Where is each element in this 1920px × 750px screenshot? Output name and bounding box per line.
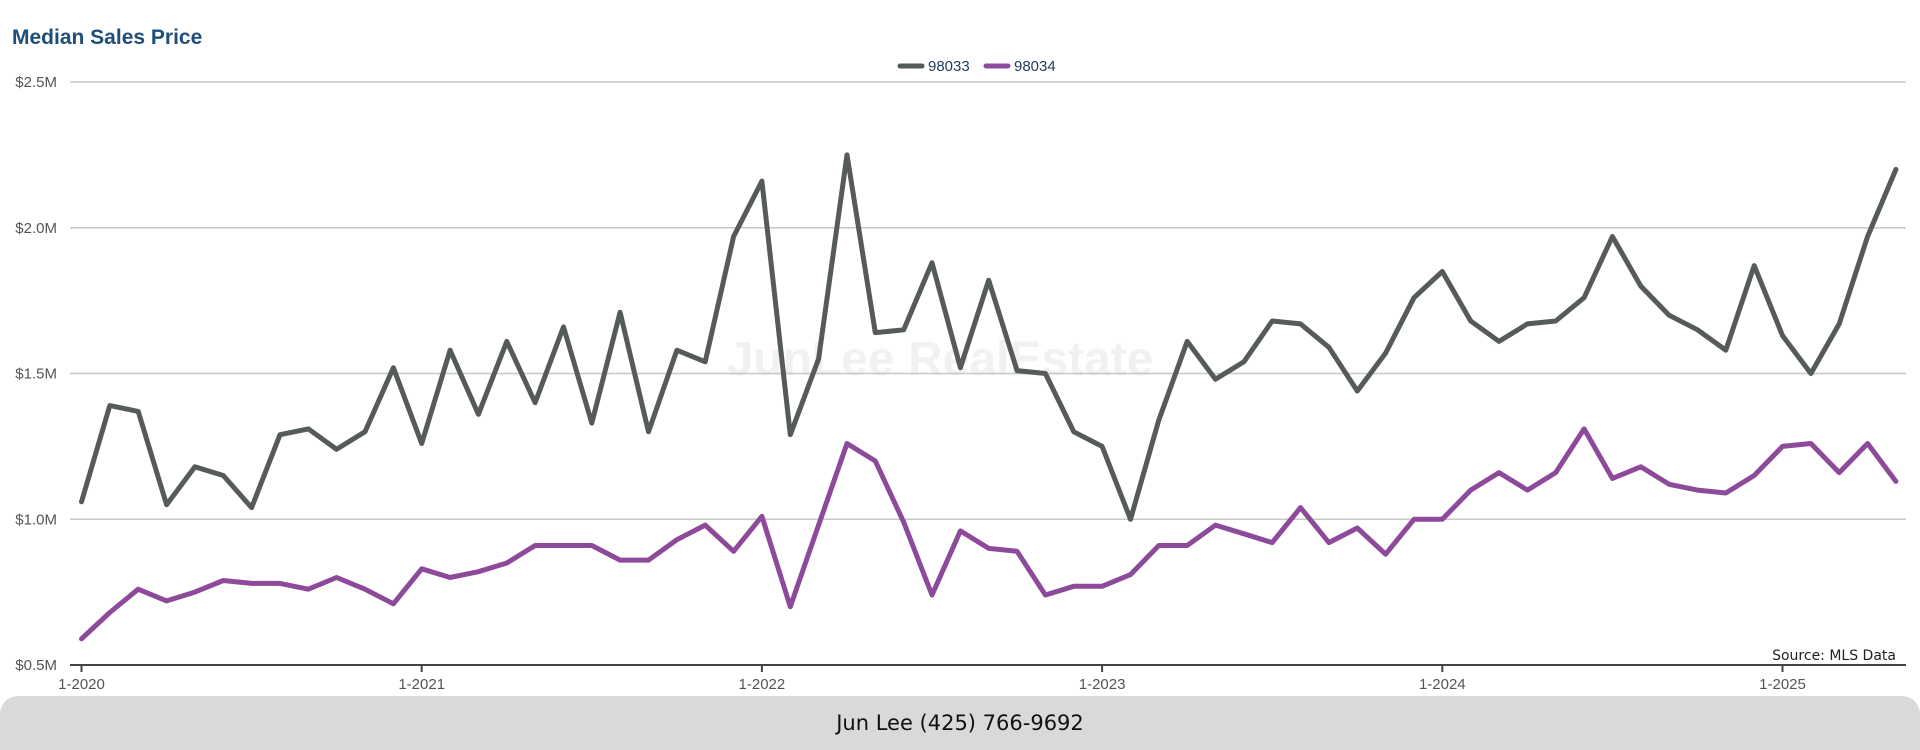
legend-label: 98033	[928, 58, 970, 75]
series-lines	[79, 152, 1899, 642]
line-chart: JunLee RealEstate $0.5M $1.0M $1.5M $2.0M $2…	[15, 58, 1906, 693]
legend: 98033 98034	[897, 58, 1056, 75]
gridlines: $0.5M $1.0M $1.5M $2.0M $2.5M	[15, 74, 1906, 674]
x-tick-label: 1-2024	[1419, 676, 1466, 693]
x-tick-label: 1-2023	[1079, 676, 1126, 693]
x-tick-label: 1-2025	[1759, 676, 1806, 693]
x-axis: 1-2020 1-2021 1-2022 1-2023 1-2024 1-2025	[58, 664, 1906, 693]
chart-title: Median Sales Price	[12, 26, 203, 49]
footer-bar: Jun Lee (425) 766-9692	[0, 696, 1920, 750]
x-tick-label: 1-2022	[739, 676, 786, 693]
contact-info: Jun Lee (425) 766-9692	[836, 711, 1084, 735]
watermark-text: JunLee RealEstate	[727, 333, 1154, 386]
x-tick-label: 1-2021	[398, 676, 445, 693]
series-line-98034	[79, 426, 1899, 642]
source-note: Source: MLS Data	[1772, 648, 1896, 664]
legend-label: 98034	[1014, 58, 1056, 75]
y-tick-label: $0.5M	[15, 657, 57, 674]
y-tick-label: $1.5M	[15, 366, 57, 383]
y-tick-label: $2.5M	[15, 74, 57, 91]
y-tick-label: $1.0M	[15, 511, 57, 528]
x-tick-label: 1-2020	[58, 676, 105, 693]
series-line-98033	[79, 152, 1899, 522]
y-tick-label: $2.0M	[15, 220, 57, 237]
